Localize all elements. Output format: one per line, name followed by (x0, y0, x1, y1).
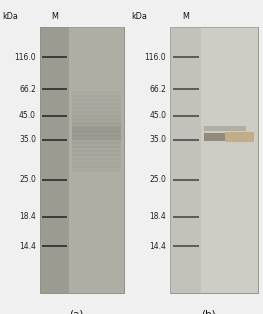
Text: 66.2: 66.2 (149, 85, 166, 94)
Text: 66.2: 66.2 (19, 85, 36, 94)
Bar (201, 27, 258, 293)
Bar (225, 132, 254, 142)
Bar (72, 138, 121, 144)
Bar (72, 107, 121, 113)
Text: kDa: kDa (132, 12, 147, 21)
Bar (40, 27, 69, 293)
Text: (b): (b) (201, 310, 216, 314)
Text: 18.4: 18.4 (19, 212, 36, 221)
Bar (204, 126, 246, 131)
Text: 18.4: 18.4 (150, 212, 166, 221)
Text: 116.0: 116.0 (14, 53, 36, 62)
Text: 45.0: 45.0 (19, 111, 36, 120)
Text: (a): (a) (70, 310, 84, 314)
Bar (72, 154, 121, 160)
Bar (72, 122, 121, 129)
Bar (72, 103, 121, 109)
Bar (72, 118, 121, 125)
Bar (204, 133, 225, 141)
Text: 25.0: 25.0 (19, 175, 36, 184)
Text: 35.0: 35.0 (19, 135, 36, 144)
Bar (72, 158, 121, 164)
Text: 14.4: 14.4 (19, 241, 36, 251)
Text: 35.0: 35.0 (149, 135, 166, 144)
Bar (72, 95, 121, 101)
Bar (40, 27, 124, 293)
Bar (170, 27, 201, 293)
Bar (69, 27, 124, 293)
Bar (72, 162, 121, 168)
Text: M: M (182, 12, 189, 21)
Text: 45.0: 45.0 (149, 111, 166, 120)
Text: M: M (51, 12, 58, 21)
Bar (72, 146, 121, 152)
Text: kDa: kDa (3, 12, 18, 21)
Bar (72, 126, 121, 133)
Bar (72, 142, 121, 148)
Text: 25.0: 25.0 (149, 175, 166, 184)
Bar (72, 99, 121, 105)
Bar (72, 91, 121, 97)
Bar (72, 111, 121, 117)
Text: 116.0: 116.0 (145, 53, 166, 62)
Bar (72, 115, 121, 121)
Bar (72, 165, 121, 172)
Bar (170, 27, 258, 293)
Bar (72, 150, 121, 156)
Bar (72, 130, 121, 137)
Bar (72, 126, 121, 140)
Bar (72, 134, 121, 140)
Text: 14.4: 14.4 (149, 241, 166, 251)
